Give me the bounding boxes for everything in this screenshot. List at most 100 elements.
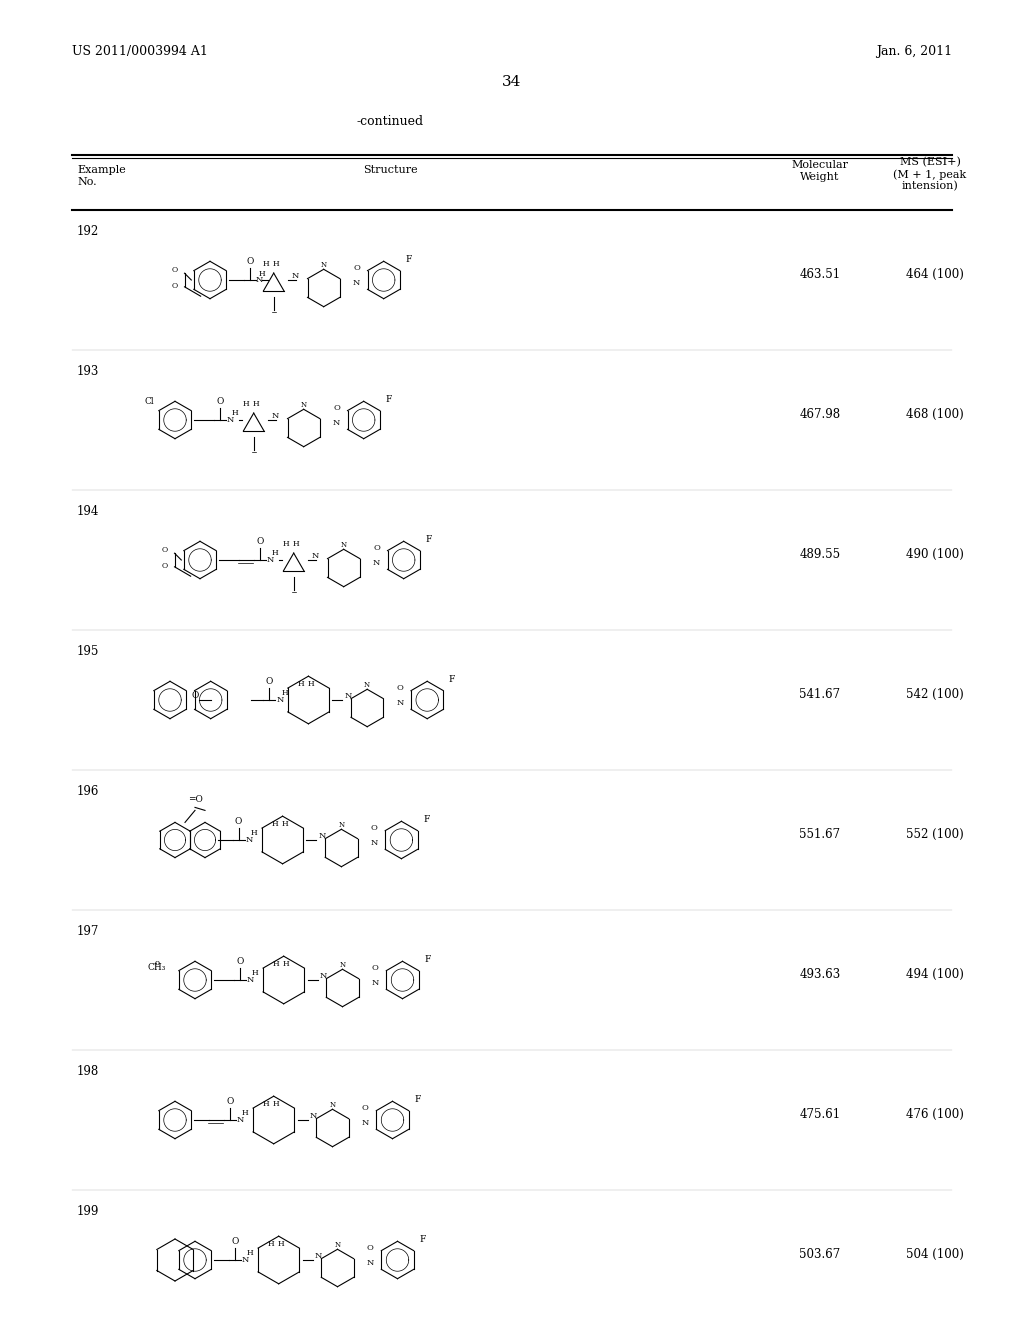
Text: N: N [318,832,326,840]
Text: H: H [252,969,258,977]
Text: N: N [339,961,345,969]
Text: O: O [396,684,403,692]
Text: Structure: Structure [362,165,418,176]
Text: N: N [365,681,371,689]
Text: N: N [330,1101,336,1109]
Text: N: N [247,975,254,983]
Text: N: N [301,401,307,409]
Text: 475.61: 475.61 [800,1107,841,1121]
Text: 199: 199 [77,1205,99,1218]
Text: O: O [161,545,167,553]
Text: O: O [361,1104,369,1111]
Text: N: N [367,1259,374,1267]
Text: N: N [314,1251,322,1261]
Text: O: O [265,677,273,686]
Text: F: F [424,954,430,964]
Text: F: F [425,535,432,544]
Text: CH₃: CH₃ [148,964,166,972]
Text: N: N [338,821,344,829]
Text: O: O [226,1097,233,1106]
Text: N: N [319,972,327,979]
Text: 552 (100): 552 (100) [906,828,964,841]
Text: N: N [237,1115,244,1125]
Text: O: O [171,282,177,290]
Text: H: H [267,1239,274,1247]
Text: O: O [236,957,244,966]
Text: O: O [234,817,243,826]
Text: H: H [247,1249,253,1257]
Text: N: N [373,558,380,568]
Text: N: N [276,696,284,704]
Text: Molecular
Weight: Molecular Weight [792,160,849,182]
Text: 464 (100): 464 (100) [906,268,964,281]
Text: 197: 197 [77,925,99,939]
Text: 504 (100): 504 (100) [906,1247,964,1261]
Text: O: O [171,265,177,273]
Text: N: N [272,412,280,420]
Text: O: O [333,404,340,412]
Text: 34: 34 [503,75,521,88]
Text: O: O [161,562,167,570]
Text: N: N [321,261,327,269]
Text: N: N [371,840,378,847]
Text: H: H [272,960,279,968]
Text: 198: 198 [77,1065,99,1078]
Text: O: O [256,537,263,546]
Text: 192: 192 [77,224,99,238]
Text: H: H [271,549,279,557]
Text: H: H [262,260,269,268]
Text: H: H [231,409,239,417]
Text: N: N [396,700,403,708]
Text: N: N [256,276,263,284]
Text: H: H [272,260,279,268]
Text: N: N [344,692,351,700]
Text: O: O [246,257,253,267]
Text: 489.55: 489.55 [800,548,841,561]
Text: H: H [271,820,278,828]
Text: N: N [372,979,379,987]
Text: Example
No.: Example No. [77,165,126,186]
Text: N: N [266,556,274,564]
Text: H: H [307,680,313,688]
Text: N: N [242,1257,249,1265]
Text: N: N [335,1241,341,1249]
Text: O: O [372,964,379,972]
Text: N: N [309,1111,316,1119]
Text: F: F [406,255,412,264]
Text: O: O [367,1243,374,1251]
Text: -continued: -continued [356,115,424,128]
Text: F: F [419,1236,426,1243]
Text: N: N [333,418,340,426]
Text: H: H [272,1100,279,1107]
Text: H: H [251,829,257,837]
Text: O: O [231,1237,239,1246]
Text: H: H [283,960,289,968]
Text: US 2011/0003994 A1: US 2011/0003994 A1 [72,45,208,58]
Text: 476 (100): 476 (100) [906,1107,964,1121]
Text: F: F [385,395,392,404]
Text: H: H [278,1239,284,1247]
Text: 551.67: 551.67 [800,828,841,841]
Text: H: H [243,400,249,408]
Text: N: N [226,416,234,424]
Text: 494 (100): 494 (100) [906,968,964,981]
Text: 542 (100): 542 (100) [906,688,964,701]
Text: 493.63: 493.63 [800,968,841,981]
Text: H: H [282,689,288,697]
Text: O: O [371,824,378,832]
Text: 195: 195 [77,645,99,657]
Text: O: O [353,264,360,272]
Text: H: H [259,271,265,279]
Text: =O: =O [187,796,203,804]
Text: 196: 196 [77,785,99,799]
Text: 490 (100): 490 (100) [906,548,964,561]
Text: 541.67: 541.67 [800,688,841,701]
Text: O: O [191,690,199,700]
Text: F: F [414,1096,421,1104]
Text: N: N [361,1119,369,1127]
Text: O: O [373,544,380,552]
Text: N: N [292,272,299,280]
Text: H: H [242,1109,249,1117]
Text: H: H [262,1100,269,1107]
Text: N: N [312,552,319,560]
